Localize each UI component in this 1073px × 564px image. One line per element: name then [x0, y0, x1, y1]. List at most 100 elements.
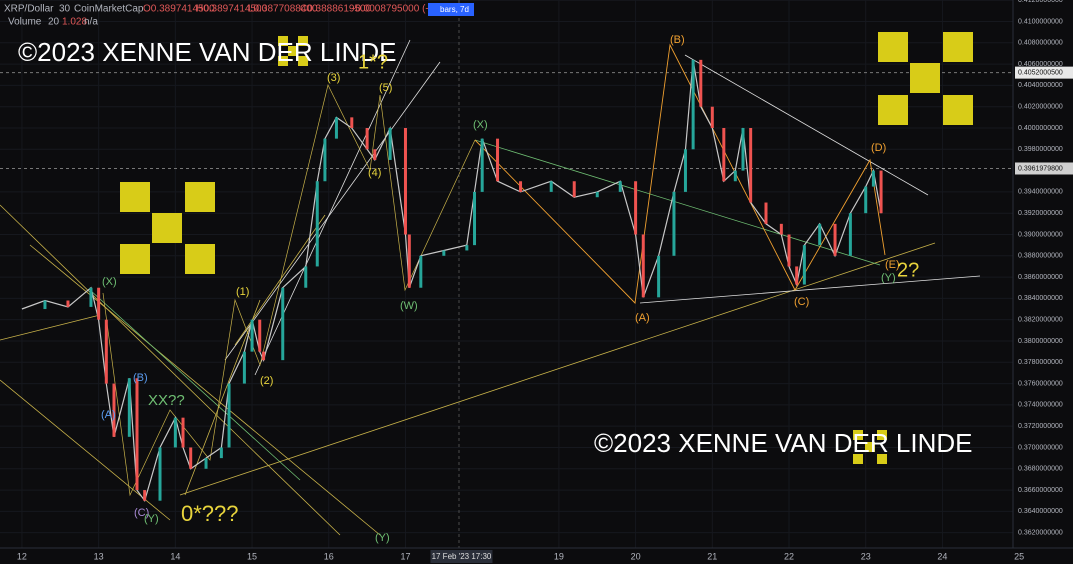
annotation: (1): [236, 286, 249, 298]
annotation: (C): [794, 296, 809, 308]
candle: [749, 128, 753, 203]
candle: [733, 170, 737, 182]
y-tick-label: 0.4040000000: [1018, 82, 1063, 89]
candle: [871, 170, 875, 187]
volume-name: Volume: [8, 17, 42, 28]
crosshair-label: 17 Feb '23 17:30: [432, 552, 492, 561]
candle: [173, 417, 177, 448]
candle: [242, 351, 246, 384]
candle: [66, 300, 70, 307]
candle: [465, 245, 469, 251]
annotation: (B): [133, 372, 148, 384]
candle: [722, 128, 726, 182]
y-tick-label: 0.3660000000: [1018, 487, 1063, 494]
candle: [442, 250, 446, 256]
y-tick-label: 0.3700000000: [1018, 444, 1063, 451]
candle: [250, 319, 254, 352]
price-badge: [1015, 66, 1073, 79]
bars-badge[interactable]: [428, 3, 474, 16]
y-tick-label: 0.3940000000: [1018, 189, 1063, 196]
candle: [879, 170, 883, 214]
candle: [595, 191, 599, 198]
grid: [0, 0, 1020, 548]
candle: [634, 181, 638, 235]
candle: [323, 138, 327, 182]
annotation: (X): [102, 276, 117, 288]
ohlc: L0.3877088400: [248, 4, 318, 15]
price-badge: [1015, 162, 1073, 175]
logos: [120, 32, 973, 464]
interval: 30: [59, 4, 71, 15]
y-tick-label: 0.4020000000: [1018, 104, 1063, 111]
volume-length: 20: [48, 17, 60, 28]
candle: [741, 128, 745, 171]
candle: [281, 287, 285, 361]
y-tick-label: 0.3720000000: [1018, 423, 1063, 430]
candle: [373, 149, 377, 160]
candle: [189, 447, 193, 469]
crosshair-badge: [430, 550, 493, 563]
bars-label[interactable]: bars, 7d: [440, 5, 469, 14]
candle: [764, 202, 768, 224]
price-area: [21, 59, 883, 503]
candle: [549, 181, 553, 192]
y-tick-label: 0.3760000000: [1018, 380, 1063, 387]
annotation: 0*???: [181, 501, 239, 526]
source: CoinMarketCap: [74, 4, 144, 15]
candle: [618, 181, 622, 192]
symbol: XRP/Dollar: [4, 4, 54, 15]
candle: [97, 287, 101, 320]
price-label: 0.3961979800: [1018, 165, 1063, 172]
annotation: (X): [473, 119, 488, 131]
candle: [350, 117, 354, 129]
annotation: (2): [260, 375, 273, 387]
x-tick-label: 13: [94, 551, 104, 561]
y-tick-label: 0.4120000000: [1018, 0, 1063, 4]
candle: [691, 59, 695, 150]
candle: [710, 106, 714, 129]
watermark: ©2023 XENNE VAN DER LINDE: [594, 428, 972, 458]
price-line: [21, 59, 882, 503]
y-tick-label: 0.3620000000: [1018, 530, 1063, 537]
x-tick-label: 21: [707, 551, 717, 561]
x-tick-label: 25: [1014, 551, 1024, 561]
candle: [334, 117, 338, 139]
y-tick-label: 0.3880000000: [1018, 253, 1063, 260]
candle: [135, 378, 139, 491]
y-tick-label: 0.3860000000: [1018, 274, 1063, 281]
candle: [204, 458, 208, 469]
volume-value: 1.028: [62, 17, 87, 28]
annotation: (Y): [881, 272, 896, 284]
candle: [848, 213, 852, 256]
candle: [112, 383, 116, 437]
candle: [181, 417, 185, 448]
volume-ma: n/a: [84, 17, 98, 28]
candle: [779, 223, 783, 235]
y-tick-label: 0.3740000000: [1018, 402, 1063, 409]
candle: [258, 319, 262, 352]
y-tick-label: 0.3920000000: [1018, 210, 1063, 217]
y-tick-label: 0.3840000000: [1018, 295, 1063, 302]
candle: [672, 191, 676, 256]
y-tick-label: 0.3640000000: [1018, 508, 1063, 515]
candle: [833, 223, 837, 256]
y-tick-label: 0.4000000000: [1018, 125, 1063, 132]
candle: [219, 447, 223, 459]
x-tick-label: 20: [631, 551, 641, 561]
candle: [227, 383, 231, 448]
x-tick-label: 15: [247, 551, 257, 561]
candle: [315, 181, 319, 267]
price-axis: [1013, 0, 1073, 564]
x-tick-label: 17: [400, 551, 410, 561]
candle: [864, 186, 868, 214]
annotation: (Y): [144, 513, 159, 525]
annotation: (5): [379, 82, 392, 94]
y-tick-label: 0.3900000000: [1018, 231, 1063, 238]
candle: [818, 223, 822, 246]
annotation: 2?: [897, 259, 919, 281]
annotation: (D): [871, 142, 886, 154]
candle: [473, 191, 477, 246]
candle: [419, 255, 423, 288]
